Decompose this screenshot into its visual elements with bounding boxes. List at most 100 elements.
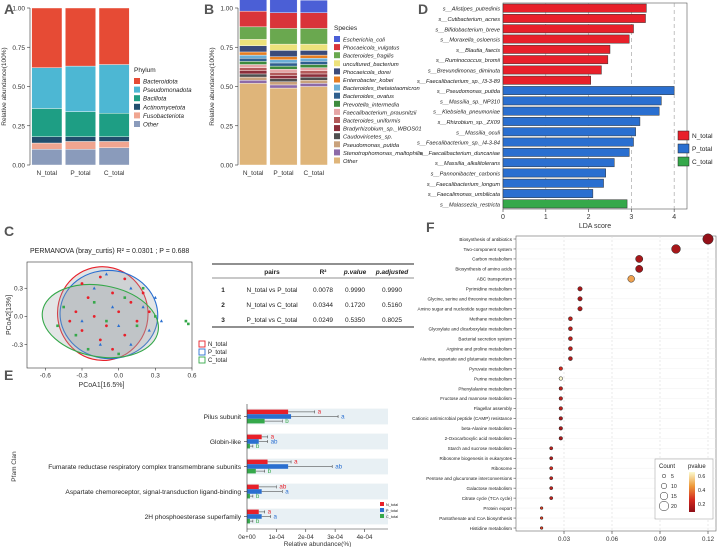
- bar-segment-bradyrhizobium_sp._wbos01: [299, 73, 328, 78]
- point-p-total: [141, 305, 145, 309]
- panel-letter-a: A: [4, 1, 14, 17]
- point-n-total: [123, 333, 127, 337]
- pathway-label: Arginine and proline metabolism: [446, 346, 512, 351]
- color-legend-label: 0.6: [698, 474, 705, 480]
- table-cell: 0.9990: [345, 287, 365, 294]
- x-tick-label: N_total: [37, 170, 58, 177]
- pathway-bubble: [558, 396, 563, 401]
- row-band: [247, 433, 388, 450]
- bar-segment-bacteroides_thetaiotaomicron: [239, 54, 268, 59]
- category-label: Pilus subunit: [204, 414, 242, 421]
- confidence-ellipse-n_total: [56, 266, 149, 362]
- bar-p_total: [247, 489, 262, 494]
- pathway-label: Ribosome biogenesis in eukaryotes: [439, 456, 512, 461]
- table-cell: 0.0078: [313, 287, 333, 294]
- pathway-label: Biosynthesis of antibiotics: [459, 237, 512, 242]
- panel-letter-f: F: [426, 219, 435, 235]
- pathway-bubble: [558, 426, 563, 431]
- y-tick-label: 0.0: [14, 314, 23, 321]
- legend-title: Phylum: [134, 67, 156, 74]
- lda-bar: [502, 106, 660, 116]
- legend-swatch: [334, 125, 340, 132]
- bar-segment-bacteroides_fragilis: [239, 26, 268, 40]
- lda-bar: [502, 34, 630, 44]
- panel-e-pfam-clan-bar-chart: Pilus subunitaabGlobin-likeaabbFumarate …: [11, 404, 398, 547]
- point-n-total: [147, 310, 151, 314]
- bar-segment-prevotella_intermedia: [299, 64, 328, 68]
- table-header: R²: [320, 269, 328, 276]
- lda-bar: [502, 96, 662, 106]
- lda-bar: [502, 137, 634, 147]
- lda-bar-label: s__Faecalibacterium_longum: [427, 182, 500, 188]
- point-n-total: [92, 315, 96, 318]
- table-cell: 0.0344: [313, 302, 333, 309]
- lda-bar: [502, 3, 647, 13]
- pathway-label: Two-component system: [463, 247, 512, 252]
- lda-bar-label: s__Faecalibacterium_duncaniae: [419, 151, 500, 157]
- color-legend-label: 0.4: [698, 488, 705, 494]
- table-cell: 1: [221, 287, 225, 294]
- x-tick-label: 3: [629, 214, 633, 221]
- bar-segment-pseudomonas_putida: [269, 81, 298, 86]
- bar-segment-bacteroides_ovatus: [239, 58, 268, 62]
- lda-bar: [502, 75, 591, 85]
- pathway-label: Flagellar assembly: [474, 406, 513, 411]
- point-c-total: [56, 324, 59, 328]
- table-header: p.adjusted: [375, 269, 410, 276]
- bar-segment-other: [98, 147, 130, 166]
- point-p-total: [98, 342, 102, 346]
- table-cell: 0.9990: [382, 287, 402, 294]
- pathway-bubble: [568, 346, 573, 351]
- legend-label: Actinomycetota: [142, 104, 186, 111]
- y-tick-label: 1.00: [12, 6, 25, 13]
- point-n-total: [80, 329, 84, 332]
- panel-c-permanova-table: pairs R² p.value p.adjusted 1 N_total vs P_to…: [212, 263, 414, 328]
- y-tick-label: 0.25: [220, 123, 233, 130]
- bar-segment-bacteroidota: [65, 7, 96, 67]
- lda-bar-label: s__Ruminococcus_bromii: [436, 58, 501, 64]
- lda-bar-label: s__Bifidobacterium_breve: [435, 27, 500, 33]
- pathway-bubble: [568, 336, 573, 341]
- legend-label: Other: [143, 122, 159, 129]
- legend-swatch: [380, 508, 384, 512]
- point-p-total: [129, 342, 133, 346]
- pathway-bubble: [577, 306, 583, 312]
- significance-letter: a: [341, 413, 345, 420]
- permanova-title: PERMANOVA (bray_curtis) R² = 0.0301 ; P …: [30, 248, 189, 255]
- legend-swatch: [134, 112, 140, 119]
- legend-label: Escherichia_coli: [343, 38, 386, 44]
- x-tick-label: N_total: [243, 170, 264, 177]
- bar-segment-bacillota: [31, 108, 63, 137]
- bar-segment-bacteroides_ovatus: [269, 62, 298, 67]
- point-c-total: [141, 286, 145, 290]
- pathway-bubble: [549, 466, 554, 471]
- legend-swatch: [198, 340, 206, 348]
- pathway-bubble: [627, 275, 635, 283]
- table-cell: 0.5160: [382, 302, 402, 309]
- pathway-label: Pantothenate and CoA biosynthesis: [439, 516, 512, 521]
- legend-label: N_total: [386, 503, 398, 507]
- bar-segment-actinomycetota: [98, 136, 130, 142]
- y-tick-label: 1.00: [220, 6, 233, 13]
- x-tick-label: 4e-04: [357, 534, 373, 541]
- legend-label: N_total: [208, 342, 227, 348]
- bar-segment-bacteroides_uniformis: [299, 70, 328, 75]
- y-tick-label: -0.3: [12, 342, 24, 349]
- legend-swatch: [134, 103, 140, 110]
- bar-segment-other: [269, 87, 298, 166]
- legend-label: Bacillota: [143, 96, 167, 103]
- legend-swatch: [334, 157, 340, 164]
- pathway-bubble: [549, 456, 554, 461]
- legend-swatch: [334, 76, 340, 83]
- pathway-label: Galactose metabolism: [467, 486, 513, 491]
- bar-segment-caudoviricetes_sp.: [269, 78, 298, 82]
- pvalue-colorbar: [689, 472, 695, 512]
- size-legend-label: 10: [671, 484, 677, 490]
- bar-segment-pseudomonadota: [98, 64, 130, 114]
- bar-segment-uncultured_bacterium: [299, 43, 328, 51]
- point-n-total: [74, 310, 78, 314]
- bar-segment-enterobacter_kobei: [269, 56, 298, 61]
- legend-swatch: [334, 141, 340, 148]
- legend-label: Bacteroides_uniformis: [343, 119, 400, 125]
